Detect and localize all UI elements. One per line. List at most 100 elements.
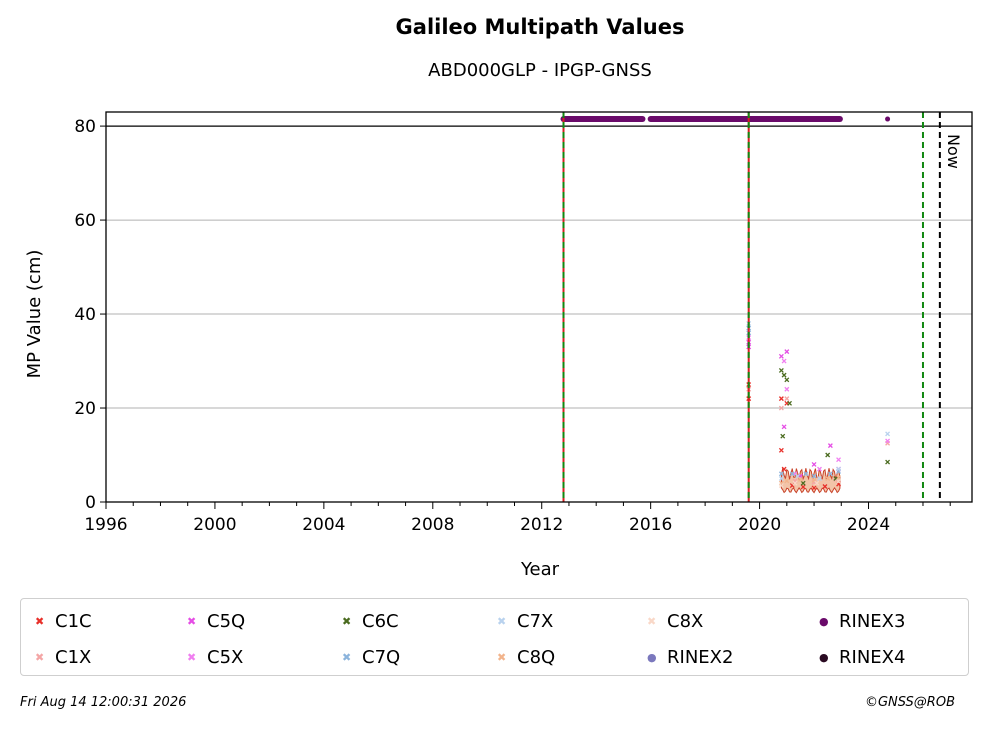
x-tick-label: 2008 [411,515,454,535]
data-point-c5x [784,386,790,392]
data-point-c7q [827,471,833,477]
data-point-c1x [784,396,790,402]
chart-legend: ✖ C1C ✖ C5Q ✖ C6C ✖ C7X ✖ C8X ● RINEX3 ✖ C1X ✖ C5X ✖ C7Q ✖… [20,598,969,676]
footer-credit: ©GNSS@ROB [864,695,955,710]
chart-subtitle: ABD000GLP - IPGP-GNSS [428,60,652,81]
x-tick-label: 1996 [84,515,127,535]
legend-marker: ✖ [187,650,197,664]
data-point-c7q [778,471,784,477]
x-tick-label: 2000 [193,515,236,535]
legend-item-rinex3: ● RINEX3 [819,603,979,639]
data-point-c6c [784,377,790,383]
data-point-c8x [778,483,784,489]
x-tick-label: 2024 [847,515,890,535]
data-point-c8q [825,476,831,481]
legend-item-c8q: ✖ C8Q [497,639,647,675]
legend-item-rinex2: ● RINEX2 [647,639,819,675]
data-point-c8x [792,480,798,486]
legend-label: C7X [517,610,554,632]
legend-item-c7q: ✖ C7Q [342,639,497,675]
legend-marker: ● [647,650,657,664]
data-point-c7q [811,473,817,479]
now-label: Now [944,134,963,169]
data-point-c5q [781,424,787,430]
data-point-c1c [822,484,828,489]
data-point-c5x [836,457,842,463]
y-axis-label: MP Value (cm) [24,250,45,379]
legend-label: C5Q [207,610,246,632]
legend-item-c1x: ✖ C1X [35,639,187,675]
data-point-c5x [817,466,822,472]
legend-label: C7Q [362,646,401,668]
legend-marker: ● [819,650,829,664]
rinex3-point [885,116,891,122]
legend-label: C1X [55,646,92,668]
legend-label: C8Q [517,646,556,668]
legend-item-c5x: ✖ C5X [187,639,342,675]
y-tick-label: 60 [74,211,96,231]
legend-marker: ✖ [187,614,197,628]
data-point-c5q [778,353,784,359]
legend-label: RINEX2 [667,646,734,668]
y-tick-label: 80 [74,117,96,137]
data-point-c6c [778,367,784,373]
data-point-c6c [885,459,891,465]
x-tick-label: 2012 [520,515,563,535]
x-tick-label: 2004 [302,515,345,535]
data-point-c1x [778,405,784,411]
legend-item-rinex4: ● RINEX4 [819,639,979,675]
data-point-c8q [797,476,803,482]
y-tick-label: 0 [85,493,96,513]
legend-label: C1C [55,610,92,632]
data-point-c6c [787,400,793,406]
data-point-c8q [784,478,790,484]
mp-cluster-band [780,468,841,494]
legend-marker: ✖ [342,614,352,628]
legend-label: C8X [667,610,704,632]
data-point-c6c [780,433,786,439]
data-point-c8x [836,478,842,484]
legend-item-c1c: ✖ C1C [35,603,187,639]
legend-item-c6c: ✖ C6C [342,603,497,639]
data-point-c7x [817,476,822,481]
legend-item-c8x: ✖ C8X [647,603,819,639]
data-point-c1c [778,396,784,402]
data-point-c7q [803,471,809,477]
data-point-c8x [814,480,820,486]
data-point-c1c [800,484,806,490]
legend-label: C6C [362,610,399,632]
x-tick-label: 2016 [629,515,672,535]
legend-label: C5X [207,646,244,668]
x-tick-label: 2020 [738,515,781,535]
legend-marker: ✖ [497,614,507,628]
y-tick-label: 40 [74,305,96,325]
data-point-c8q [836,475,842,481]
data-point-c6c [800,480,806,486]
legend-label: RINEX3 [839,610,906,632]
footer-timestamp: Fri Aug 14 12:00:31 2026 [20,695,187,710]
legend-marker: ✖ [35,614,45,628]
plot-frame [105,111,973,503]
data-point-c5x [781,358,787,364]
data-point-c1c [811,485,817,491]
data-point-c5q [827,443,833,449]
data-point-c5x [885,438,891,444]
x-axis-label: Year [520,559,560,580]
legend-marker: ✖ [497,650,507,664]
legend-marker: ✖ [35,650,45,664]
legend-marker: ✖ [342,650,352,664]
legend-label: RINEX4 [839,646,906,668]
data-point-c5q [811,461,817,467]
legend-item-c7x: ✖ C7X [497,603,647,639]
data-point-c7x [836,466,842,472]
data-point-c1c [781,466,787,472]
chart-title: Galileo Multipath Values [395,15,685,39]
data-point-c6c [781,372,787,378]
data-point-c1c [778,447,784,453]
data-point-c7x [885,431,891,437]
data-point-c7x [778,476,784,481]
data-point-c7q [789,471,795,477]
legend-item-c5q: ✖ C5Q [187,603,342,639]
y-tick-label: 20 [74,399,96,419]
legend-marker: ✖ [647,614,657,628]
